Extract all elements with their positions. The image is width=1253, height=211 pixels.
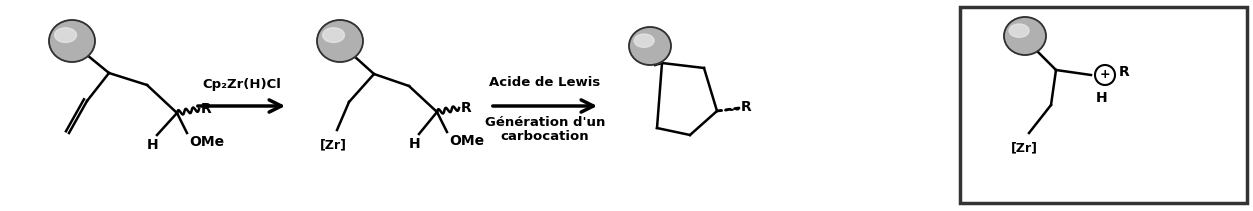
Text: R: R [461, 101, 471, 115]
Ellipse shape [322, 28, 345, 42]
Text: Acide de Lewis: Acide de Lewis [490, 76, 600, 89]
Text: H: H [1096, 91, 1108, 105]
Ellipse shape [317, 20, 363, 62]
Text: R: R [200, 102, 212, 116]
Text: H: H [410, 137, 421, 151]
Text: Génération d'un: Génération d'un [485, 116, 605, 129]
Ellipse shape [1004, 17, 1046, 55]
Text: OMe: OMe [189, 135, 224, 149]
Text: OMe: OMe [449, 134, 484, 148]
Ellipse shape [634, 34, 654, 47]
Text: carbocation: carbocation [501, 130, 589, 143]
Ellipse shape [49, 20, 95, 62]
Text: H: H [147, 138, 159, 152]
Text: Cp₂Zr(H)Cl: Cp₂Zr(H)Cl [202, 78, 281, 91]
Text: R: R [741, 100, 752, 114]
Text: +: + [1100, 69, 1110, 81]
Bar [960, 7, 1247, 203]
Text: [Zr]: [Zr] [1010, 141, 1037, 154]
Text: R: R [1119, 65, 1130, 79]
Text: [Zr]: [Zr] [320, 138, 347, 151]
Ellipse shape [629, 27, 672, 65]
Ellipse shape [1009, 24, 1029, 37]
Ellipse shape [55, 28, 76, 42]
